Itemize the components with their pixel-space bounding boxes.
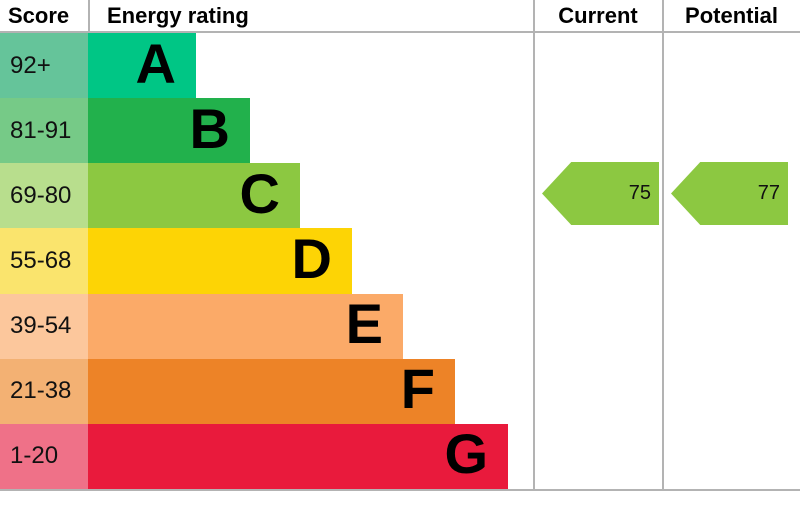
- energy-rating-header-label: Energy rating: [107, 2, 249, 28]
- energy-rating-column-header: Energy rating: [88, 0, 533, 31]
- score-range-label: 21-38: [10, 377, 72, 405]
- score-cell: 55-68: [0, 228, 88, 294]
- band-row: 55-68 D: [0, 226, 533, 294]
- current-rating-value: 75: [628, 182, 651, 204]
- current-column-divider: [533, 0, 535, 490]
- band-row: 69-80 C: [0, 161, 533, 229]
- score-range-label: 81-91: [10, 116, 72, 144]
- band-letter: E: [345, 292, 383, 356]
- band-row: 21-38 F: [0, 357, 533, 424]
- band-row: 81-91 B: [0, 96, 533, 164]
- score-range-label: 92+: [10, 51, 51, 79]
- rating-bar: G: [88, 422, 508, 489]
- potential-column-divider: [662, 0, 664, 490]
- score-cell: 21-38: [0, 358, 88, 424]
- potential-rating-arrow: 77: [671, 162, 788, 225]
- score-column-header: Score: [0, 0, 88, 31]
- band-letter: F: [400, 357, 435, 421]
- potential-rating-value: 77: [757, 182, 780, 204]
- rating-bar: A: [88, 31, 196, 99]
- score-column-divider: [88, 0, 90, 31]
- rating-bar: F: [88, 357, 455, 424]
- header-divider-line: [0, 31, 800, 33]
- potential-header-label: Potential: [685, 2, 778, 28]
- band-letter: C: [239, 161, 280, 225]
- band-rows: 92+ A 81-91 B 69-80 C 55-68: [0, 33, 533, 489]
- score-header-label: Score: [8, 2, 70, 28]
- band-letter: D: [291, 226, 332, 290]
- score-range-label: 69-80: [10, 181, 72, 209]
- band-letter: A: [135, 31, 176, 95]
- score-cell: 1-20: [0, 423, 88, 489]
- current-header-label: Current: [558, 2, 638, 28]
- potential-column-header: Potential: [663, 0, 800, 31]
- rating-bar: D: [88, 226, 352, 294]
- current-column-header: Current: [533, 0, 663, 31]
- rating-bar: C: [88, 161, 300, 229]
- band-letter: G: [444, 422, 488, 486]
- band-row: 92+ A: [0, 31, 533, 99]
- score-cell: 69-80: [0, 163, 88, 229]
- score-range-label: 1-20: [10, 442, 59, 470]
- band-row: 1-20 G: [0, 422, 533, 489]
- score-range-label: 55-68: [10, 246, 72, 274]
- chart-bottom-line: [0, 489, 800, 491]
- score-cell: 81-91: [0, 98, 88, 164]
- rating-bar: B: [88, 96, 250, 164]
- score-cell: 39-54: [0, 293, 88, 359]
- band-letter: B: [189, 96, 230, 160]
- score-range-label: 39-54: [10, 312, 72, 340]
- rating-bar: E: [88, 292, 403, 359]
- current-rating-arrow: 75: [542, 162, 659, 225]
- score-cell: 92+: [0, 33, 88, 99]
- band-row: 39-54 E: [0, 292, 533, 359]
